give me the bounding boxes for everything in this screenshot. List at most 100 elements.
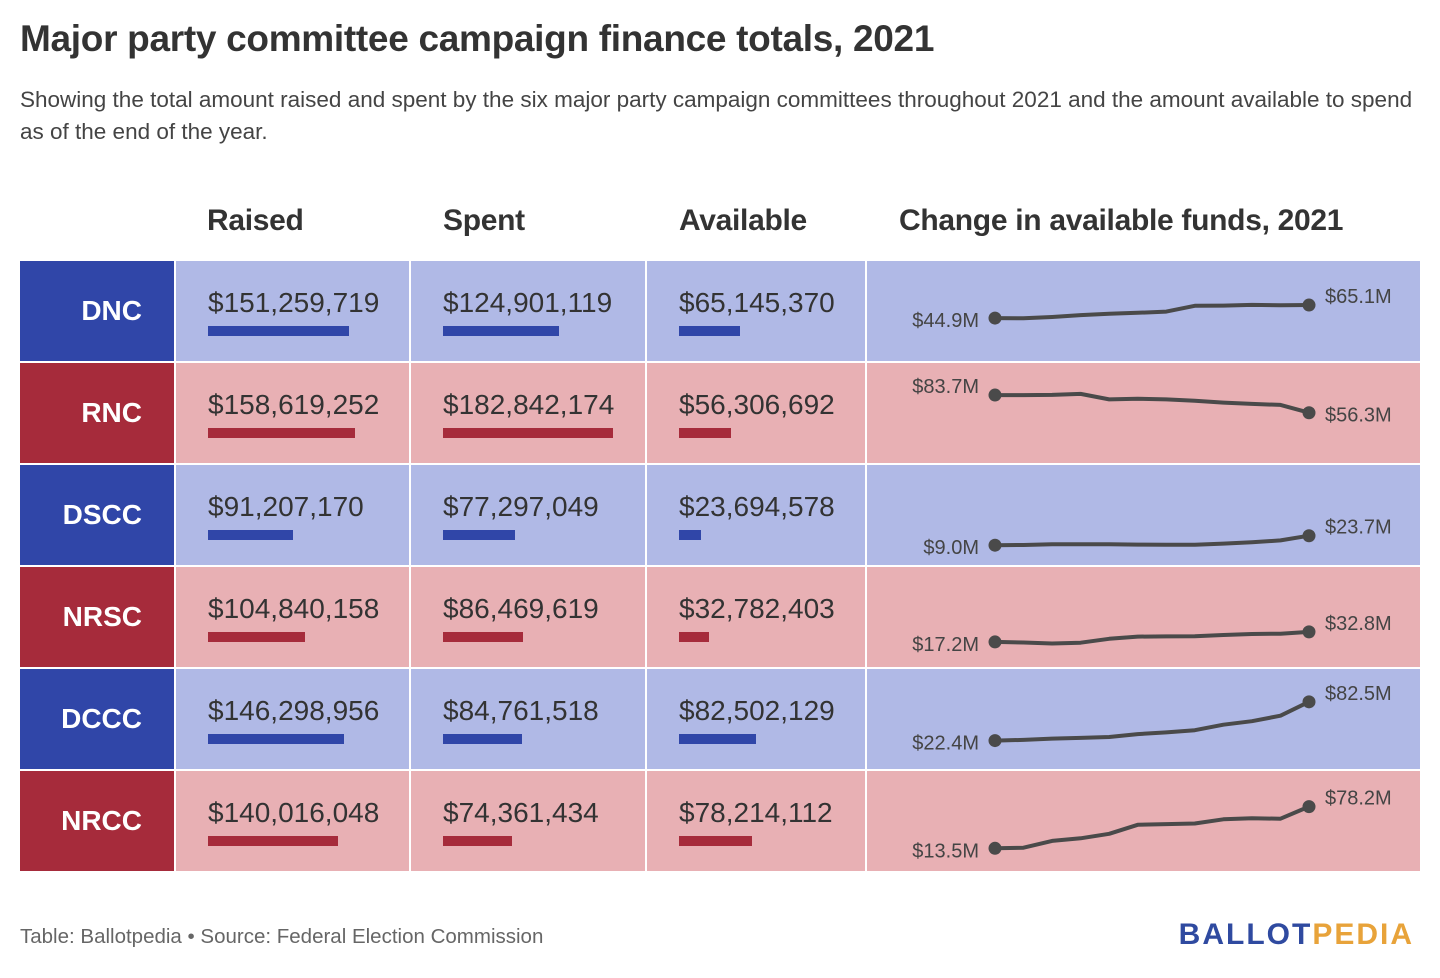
raised-cell: $146,298,956 [176, 669, 409, 769]
raised-value: $146,298,956 [208, 695, 380, 726]
sparkline-svg: $44.9M $65.1M [912, 286, 1391, 332]
spent-value: $124,901,119 [443, 287, 613, 318]
sparkline-line [994, 629, 1310, 646]
spent-value: $182,842,174 [443, 389, 615, 420]
spent-bar [443, 530, 515, 540]
raised-bar [208, 326, 349, 336]
sparkline-start-point [988, 388, 1002, 402]
spent-bar [443, 428, 613, 438]
raised-bar [208, 836, 339, 846]
committee-name-cell: RNC [20, 363, 174, 463]
table-row-dscc: DSCC $91,207,170 $77,297,049 $23,694,578… [20, 465, 1420, 567]
spent-cell: $86,469,619 [411, 567, 645, 667]
table-row-nrsc: NRSC $104,840,158 $86,469,619 $32,782,40… [20, 567, 1420, 669]
raised-value: $151,259,719 [208, 287, 380, 318]
sparkline-line [994, 533, 1310, 548]
sparkline-end-label: $82.5M [1325, 683, 1392, 705]
sparkline-svg: $13.5M $78.2M [912, 788, 1392, 863]
logo-part2: PEDIA [1312, 918, 1414, 951]
spent-cell: $84,761,518 [411, 669, 645, 769]
available-cell: $32,782,403 [647, 567, 865, 667]
sparkline-line [994, 700, 1310, 743]
sparkline-end-label: $32.8M [1325, 613, 1392, 635]
sparkline-cell: $17.2M $32.8M [867, 567, 1420, 667]
available-bar [679, 836, 752, 846]
sparkline-end-label: $78.2M [1325, 788, 1392, 810]
sparkline-end-point [1302, 625, 1316, 639]
spent-value: $84,761,518 [443, 695, 599, 726]
sparkline-start-point [988, 311, 1002, 325]
available-cell: $78,214,112 [647, 771, 865, 871]
sparkline-start-label: $17.2M [912, 634, 979, 656]
chart-title: Major party committee campaign finance t… [20, 18, 935, 59]
raised-cell: $140,016,048 [176, 771, 409, 871]
column-header-spent: Spent [443, 204, 525, 237]
sparkline-start-label: $13.5M [912, 840, 979, 862]
committee-name-cell: DNC [20, 261, 174, 361]
raised-value: $158,619,252 [208, 389, 380, 420]
sparkline-cell: $22.4M $82.5M [867, 669, 1420, 769]
ballotpedia-logo: BALLOTPEDIA [1179, 918, 1414, 952]
spent-value: $77,297,049 [443, 491, 599, 522]
spent-cell: $77,297,049 [411, 465, 645, 565]
raised-cell: $158,619,252 [176, 363, 409, 463]
available-value: $82,502,129 [679, 695, 835, 726]
spent-value: $74,361,434 [443, 797, 599, 828]
sparkline-start-label: $83.7M [912, 376, 979, 398]
sparkline-cell: $44.9M $65.1M [867, 261, 1420, 361]
sparkline-start-label: $9.0M [923, 537, 979, 559]
column-header-raised: Raised [207, 204, 304, 237]
table-row-dnc: DNC $151,259,719 $124,901,119 $65,145,37… [20, 261, 1420, 363]
spent-value: $86,469,619 [443, 593, 599, 624]
committee-name-cell: NRCC [20, 771, 174, 871]
sparkline-cell: $9.0M $23.7M [867, 465, 1420, 565]
committee-name: DCCC [61, 703, 142, 734]
sparkline-start-label: $22.4M [912, 733, 979, 755]
committee-name-cell: DCCC [20, 669, 174, 769]
sparkline-cell: $13.5M $78.2M [867, 771, 1420, 871]
raised-value: $91,207,170 [208, 491, 364, 522]
available-bar [679, 326, 740, 336]
sparkline-line [994, 302, 1310, 321]
available-bar [679, 632, 710, 642]
column-header-change: Change in available funds, 2021 [899, 204, 1344, 237]
logo-part1: BALLOT [1178, 918, 1313, 951]
available-value: $56,306,692 [679, 389, 835, 420]
raised-cell: $104,840,158 [176, 567, 409, 667]
available-cell: $56,306,692 [647, 363, 865, 463]
finance-table: DNC $151,259,719 $124,901,119 $65,145,37… [20, 261, 1420, 873]
sparkline-start-point [988, 841, 1002, 855]
sparkline-svg: $83.7M $56.3M [912, 376, 1391, 427]
spent-cell: $124,901,119 [411, 261, 645, 361]
raised-cell: $151,259,719 [176, 261, 409, 361]
sparkline-start-point [988, 635, 1002, 649]
committee-name: DNC [81, 295, 142, 326]
sparkline-svg: $22.4M $82.5M [912, 683, 1392, 755]
source-note: Table: Ballotpedia • Source: Federal Ele… [20, 925, 544, 948]
spent-bar [443, 836, 513, 846]
chart-subtitle: Showing the total amount raised and spen… [20, 87, 1413, 144]
committee-name: NRSC [62, 601, 142, 632]
raised-bar [208, 530, 293, 540]
sparkline-end-point [1302, 800, 1316, 814]
sparkline-line [994, 804, 1310, 851]
raised-cell: $91,207,170 [176, 465, 409, 565]
spent-bar [443, 632, 524, 642]
available-cell: $65,145,370 [647, 261, 865, 361]
raised-value: $140,016,048 [208, 797, 380, 828]
spent-cell: $74,361,434 [411, 771, 645, 871]
sparkline-svg: $9.0M $23.7M [923, 517, 1391, 559]
raised-bar [208, 734, 345, 744]
committee-name: NRCC [61, 805, 142, 836]
sparkline-end-point [1302, 298, 1316, 312]
available-cell: $82,502,129 [647, 669, 865, 769]
spent-cell: $182,842,174 [411, 363, 645, 463]
raised-bar [208, 632, 306, 642]
sparkline-start-point [988, 538, 1002, 552]
table-row-nrcc: NRCC $140,016,048 $74,361,434 $78,214,11… [20, 771, 1420, 873]
available-bar [679, 530, 702, 540]
sparkline-end-point [1302, 695, 1316, 709]
sparkline-end-point [1302, 529, 1316, 543]
committee-name-cell: DSCC [20, 465, 174, 565]
sparkline-end-point [1302, 406, 1316, 420]
